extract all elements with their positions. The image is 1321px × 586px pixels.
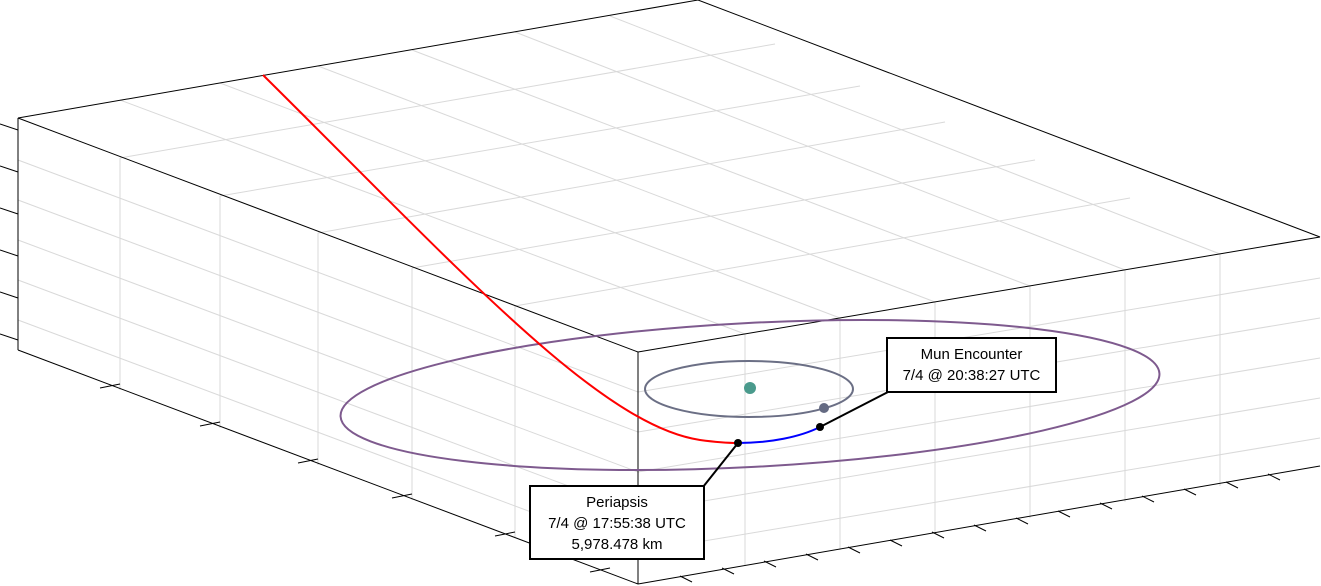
periapsis-title: Periapsis: [586, 494, 648, 511]
transfer-arc: [737, 426, 821, 444]
mun-encounter-marker: [816, 423, 824, 431]
periapsis-leader-line: [702, 442, 739, 488]
mun-encounter-leader-line: [819, 391, 889, 428]
axis-ticks: [0, 123, 1281, 583]
mun-orbit: [339, 318, 1161, 472]
mun-encounter-time: 7/4 @ 20:38:27 UTC: [902, 367, 1041, 384]
right-wall-grid: [637, 254, 1321, 566]
top-plane-grid: [119, 15, 1221, 335]
mun-encounter-title: Mun Encounter: [920, 346, 1023, 363]
periapsis-marker: [734, 439, 742, 447]
parking-orbit: [644, 360, 854, 418]
left-wall-grid: [17, 158, 639, 553]
incoming-trajectory: [262, 74, 739, 444]
mun-encounter-callout: Mun Encounter 7/4 @ 20:38:27 UTC: [886, 337, 1057, 393]
periapsis-callout: Periapsis 7/4 @ 17:55:38 UTC 5,978.478 k…: [529, 485, 705, 560]
periapsis-time: 7/4 @ 17:55:38 UTC: [548, 515, 686, 532]
periapsis-altitude: 5,978.478 km: [571, 536, 663, 553]
kerbin-body: [744, 382, 756, 394]
mun-body: [819, 403, 829, 413]
